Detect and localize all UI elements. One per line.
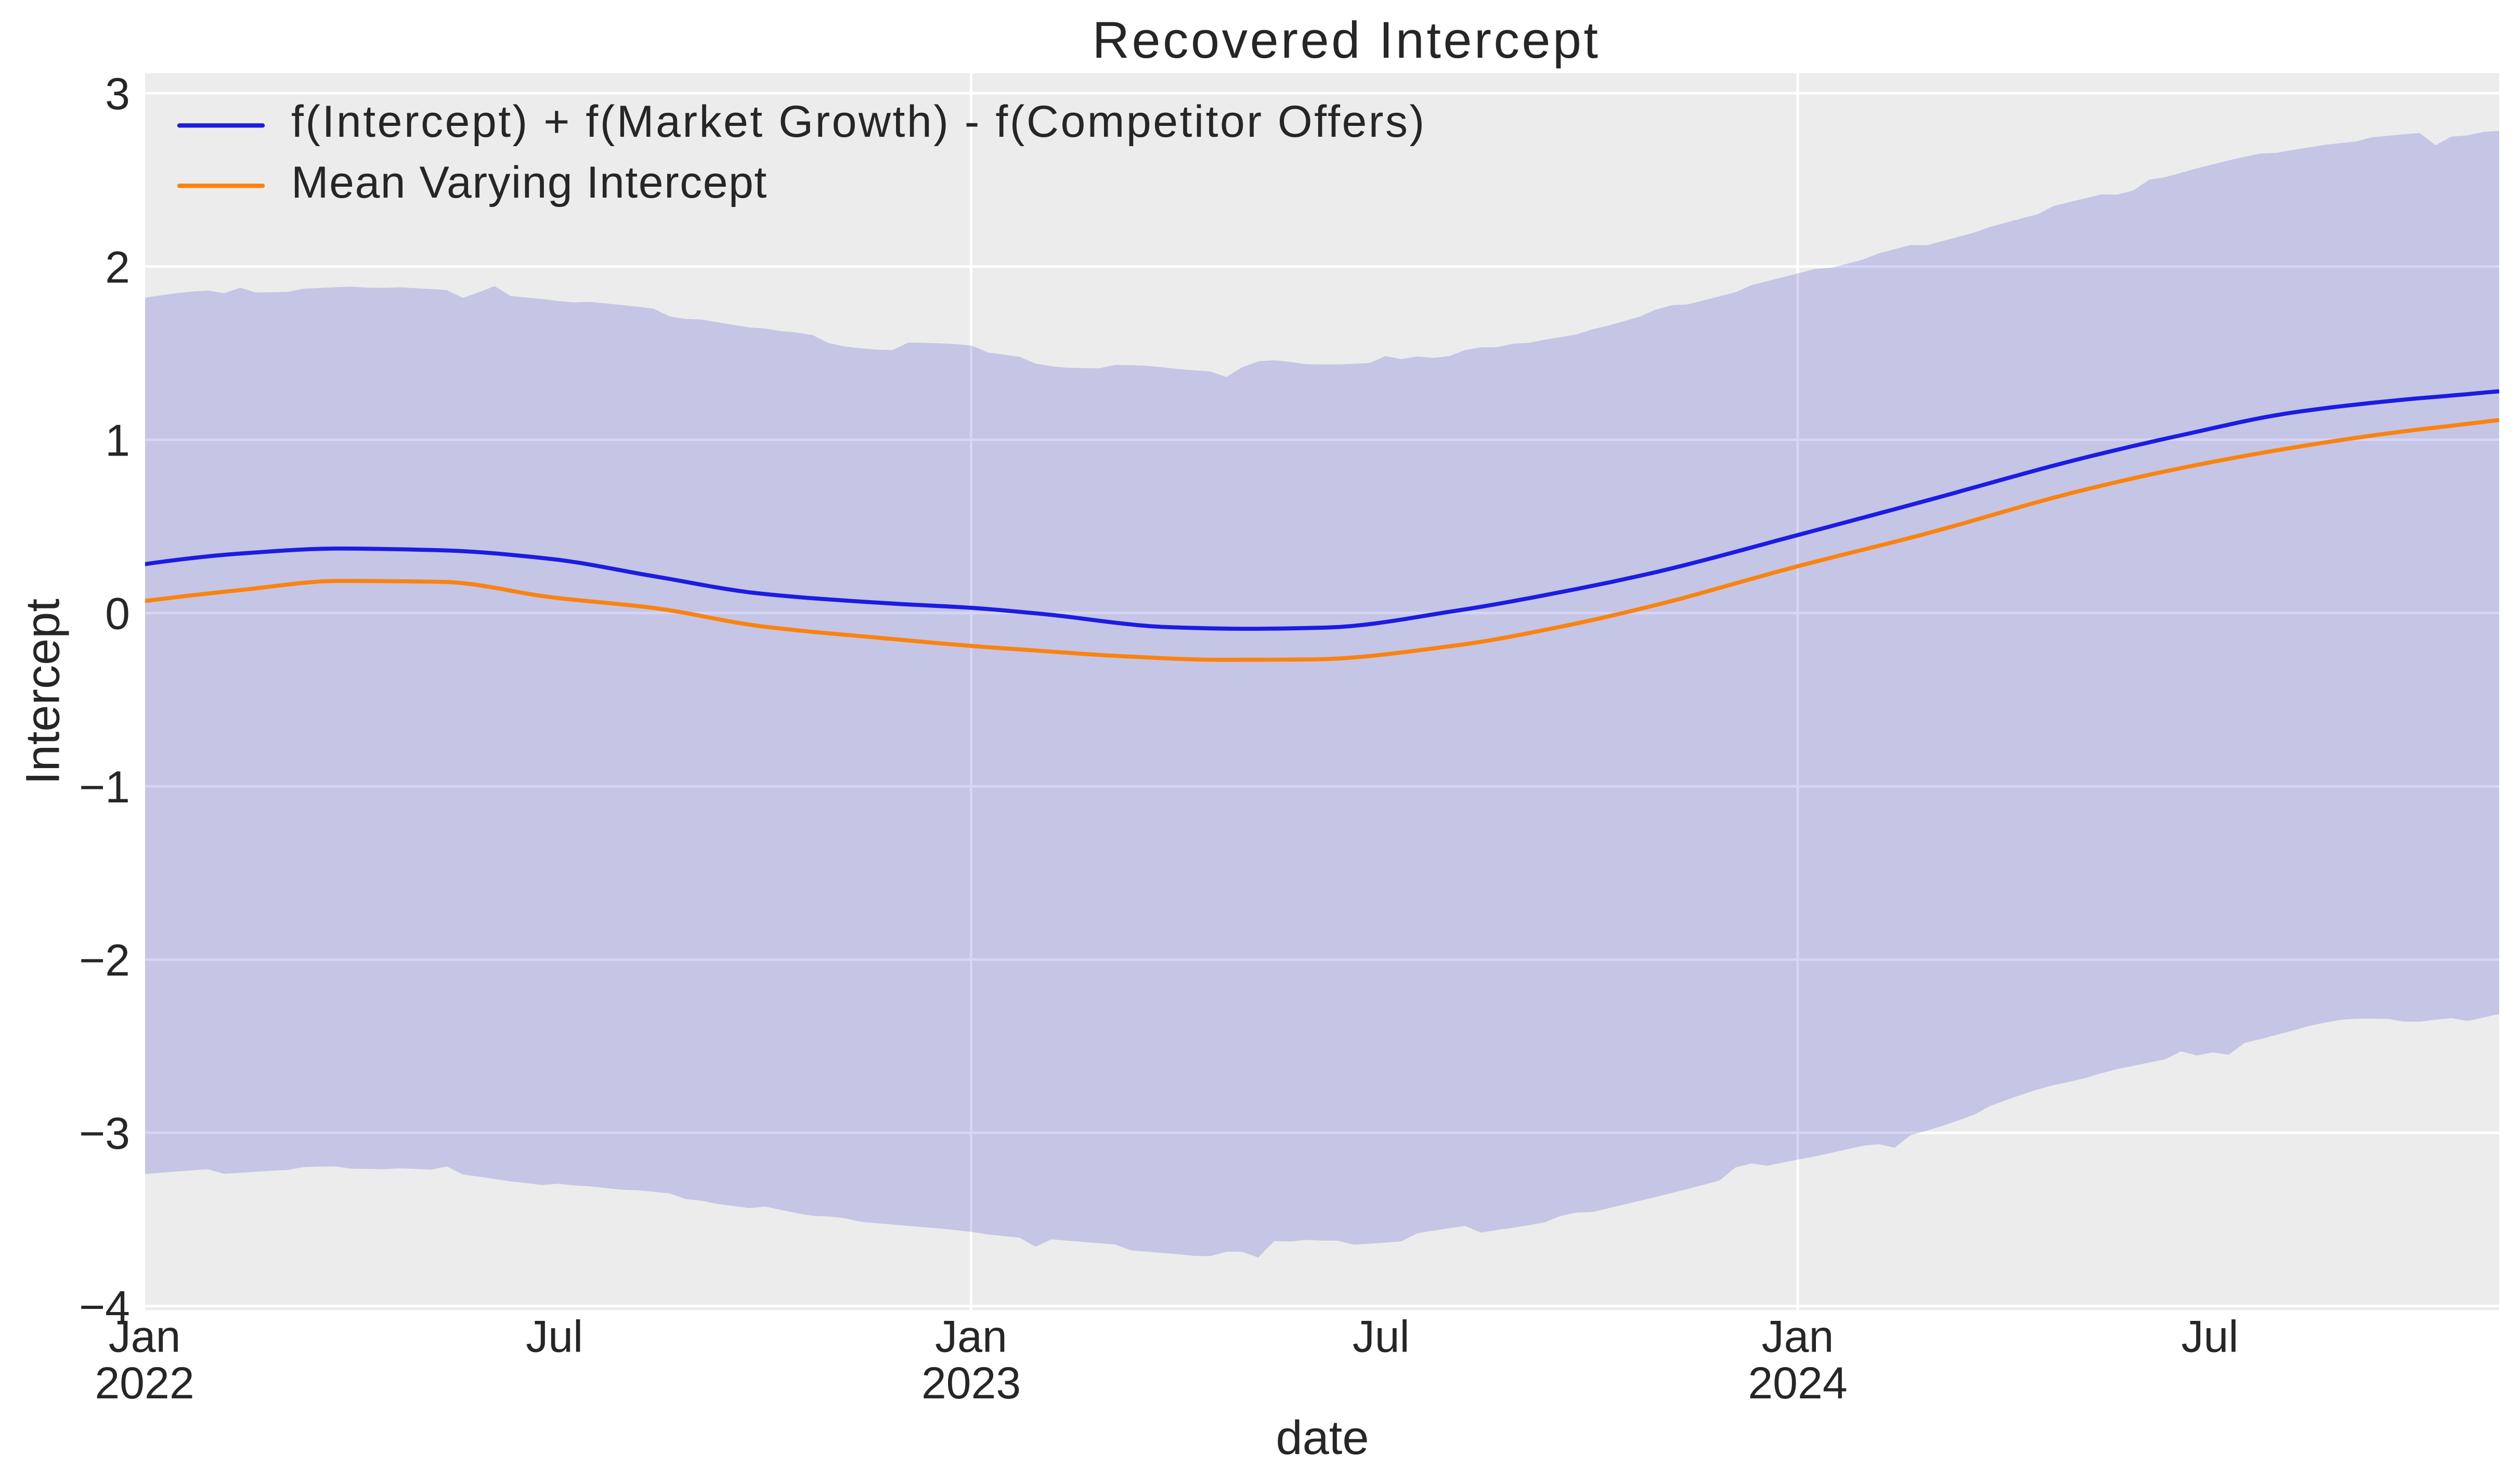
svg-text:2022: 2022 <box>95 1358 194 1408</box>
svg-text:Intercept: Intercept <box>17 599 70 785</box>
svg-text:1: 1 <box>105 416 130 465</box>
svg-text:Recovered Intercept: Recovered Intercept <box>1093 11 1601 69</box>
svg-text:2023: 2023 <box>921 1358 1021 1408</box>
svg-text:−1: −1 <box>79 762 130 812</box>
svg-text:Jul: Jul <box>2181 1312 2239 1362</box>
svg-text:−2: −2 <box>79 936 130 985</box>
svg-text:0: 0 <box>105 589 130 639</box>
svg-text:3: 3 <box>105 69 130 119</box>
svg-text:−3: −3 <box>79 1109 130 1159</box>
svg-text:f(Intercept) + f(Market Growth: f(Intercept) + f(Market Growth) - f(Comp… <box>291 97 1426 147</box>
svg-text:2: 2 <box>105 242 130 292</box>
svg-text:Jan: Jan <box>935 1312 1007 1362</box>
svg-text:−4: −4 <box>79 1282 130 1332</box>
svg-text:date: date <box>1276 1411 1369 1464</box>
svg-text:Jan: Jan <box>1762 1312 1834 1362</box>
svg-text:Jul: Jul <box>1353 1312 1410 1362</box>
svg-text:Jul: Jul <box>526 1312 583 1362</box>
svg-text:Mean Varying Intercept: Mean Varying Intercept <box>291 158 768 207</box>
svg-text:2024: 2024 <box>1748 1358 1847 1408</box>
svg-text:Jan: Jan <box>109 1312 181 1362</box>
